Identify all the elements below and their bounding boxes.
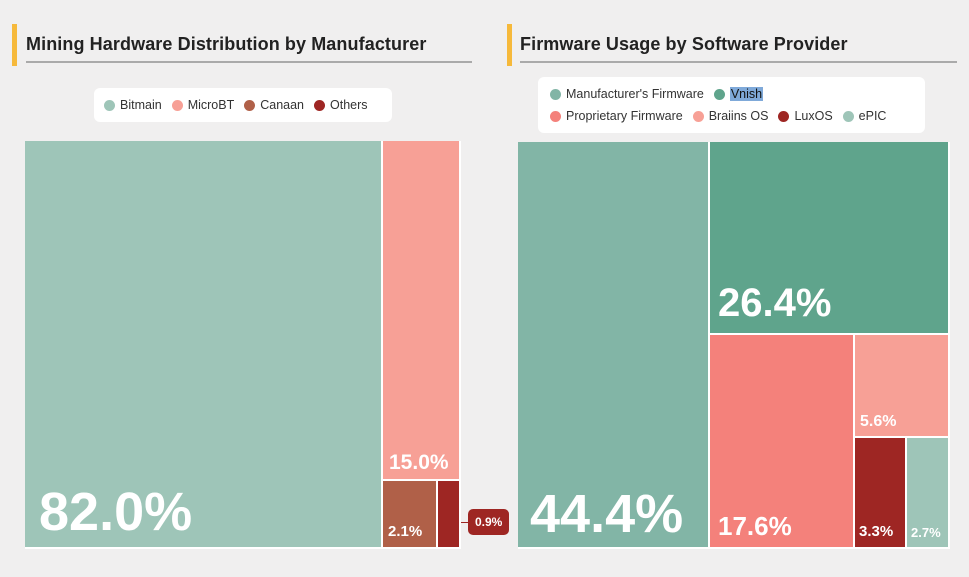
legend-label: MicroBT <box>187 98 235 112</box>
legend-item-manufacturer-s-firmware[interactable]: Manufacturer's Firmware <box>550 83 704 105</box>
treemap-label-epic: 2.7% <box>911 525 941 540</box>
legend-swatch <box>550 88 561 100</box>
treemap-label-luxos: 3.3% <box>859 523 894 540</box>
legend-swatch <box>550 110 561 122</box>
treemap-label-others: 0.9% <box>468 508 510 535</box>
legend-item-vnish[interactable]: Vnish <box>713 83 764 105</box>
firmware-treemap: 44.4% 26.4% 17.6% 5.6% 3.3% 2.7% <box>518 142 950 549</box>
hardware-chart-panel: Mining Hardware Distribution by Manufact… <box>12 24 510 549</box>
treemap-label-canaan: 2.1% <box>388 523 423 540</box>
legend-label: ePIC <box>858 109 887 123</box>
treemap-label-microbt: 15.0% <box>389 451 449 474</box>
legend-swatch <box>778 110 790 122</box>
legend-label: Others <box>330 98 368 112</box>
treemap-cell-canaan[interactable]: 2.1% <box>383 481 438 549</box>
legend-swatch <box>713 88 725 100</box>
firmware-legend: Manufacturer's Firmware Vnish Proprietary … <box>538 77 925 133</box>
firmware-chart-panel: Firmware Usage by Software Provider Manu… <box>485 0 969 577</box>
legend-item-bitmain[interactable]: Bitmain <box>104 94 162 116</box>
legend-label: Bitmain <box>120 98 162 112</box>
legend-label: Manufacturer's Firmware <box>566 87 704 101</box>
treemap-label-bitmain: 82.0% <box>39 482 193 542</box>
legend-label: Canaan <box>260 98 305 112</box>
hardware-treemap: 82.0% 15.0% 2.1% 0.9% <box>25 141 510 549</box>
legend-label: LuxOS <box>794 109 833 123</box>
legend-label: Braiins OS <box>708 109 769 123</box>
treemap-cell-proprietary-firmware[interactable]: 17.6% <box>710 335 855 549</box>
legend-swatch <box>842 110 854 122</box>
legend-item-canaan[interactable]: Canaan <box>244 94 304 116</box>
title-divider <box>26 61 472 63</box>
legend-item-braiins-os[interactable]: Braiins OS <box>692 105 769 127</box>
legend-swatch <box>104 99 115 111</box>
legend-label: Proprietary Firmware <box>566 109 683 123</box>
treemap-cell-braiins-os[interactable]: 5.6% <box>855 335 950 438</box>
legend-item-proprietary-firmware[interactable]: Proprietary Firmware <box>550 105 683 127</box>
hardware-chart-title: Mining Hardware Distribution by Manufact… <box>26 34 427 54</box>
legend-swatch <box>244 99 256 111</box>
treemap-cell-epic[interactable]: 2.7% <box>907 438 950 549</box>
treemap-cell-manufacturer-s-firmware[interactable]: 44.4% <box>518 142 710 549</box>
legend-item-luxos[interactable]: LuxOS <box>778 105 833 127</box>
treemap-cell-microbt[interactable]: 15.0% <box>383 141 461 481</box>
firmware-chart-title: Firmware Usage by Software Provider <box>520 34 848 54</box>
treemap-label-manufacturer-s-firmware: 44.4% <box>530 484 684 544</box>
legend-item-epic[interactable]: ePIC <box>842 105 887 127</box>
treemap-cell-vnish[interactable]: 26.4% <box>710 142 950 335</box>
treemap-cell-others[interactable] <box>438 481 461 549</box>
treemap-label-braiins-os: 5.6% <box>860 413 897 430</box>
title-divider <box>520 61 957 63</box>
treemap-label-vnish: 26.4% <box>718 281 832 325</box>
treemap-cell-luxos[interactable]: 3.3% <box>855 438 907 549</box>
treemap-label-proprietary-firmware: 17.6% <box>718 511 792 541</box>
legend-item-others[interactable]: Others <box>314 94 368 116</box>
legend-item-microbt[interactable]: MicroBT <box>171 94 235 116</box>
title-accent-bar <box>507 24 512 66</box>
title-accent-bar <box>12 24 17 66</box>
treemap-cell-bitmain[interactable]: 82.0% <box>25 141 383 549</box>
legend-swatch <box>171 99 183 111</box>
legend-label: Vnish <box>729 87 764 101</box>
callout-connector <box>461 521 469 524</box>
legend-swatch <box>314 99 326 111</box>
legend-swatch <box>692 110 704 122</box>
hardware-legend: Bitmain MicroBT Canaan Others <box>94 88 392 122</box>
